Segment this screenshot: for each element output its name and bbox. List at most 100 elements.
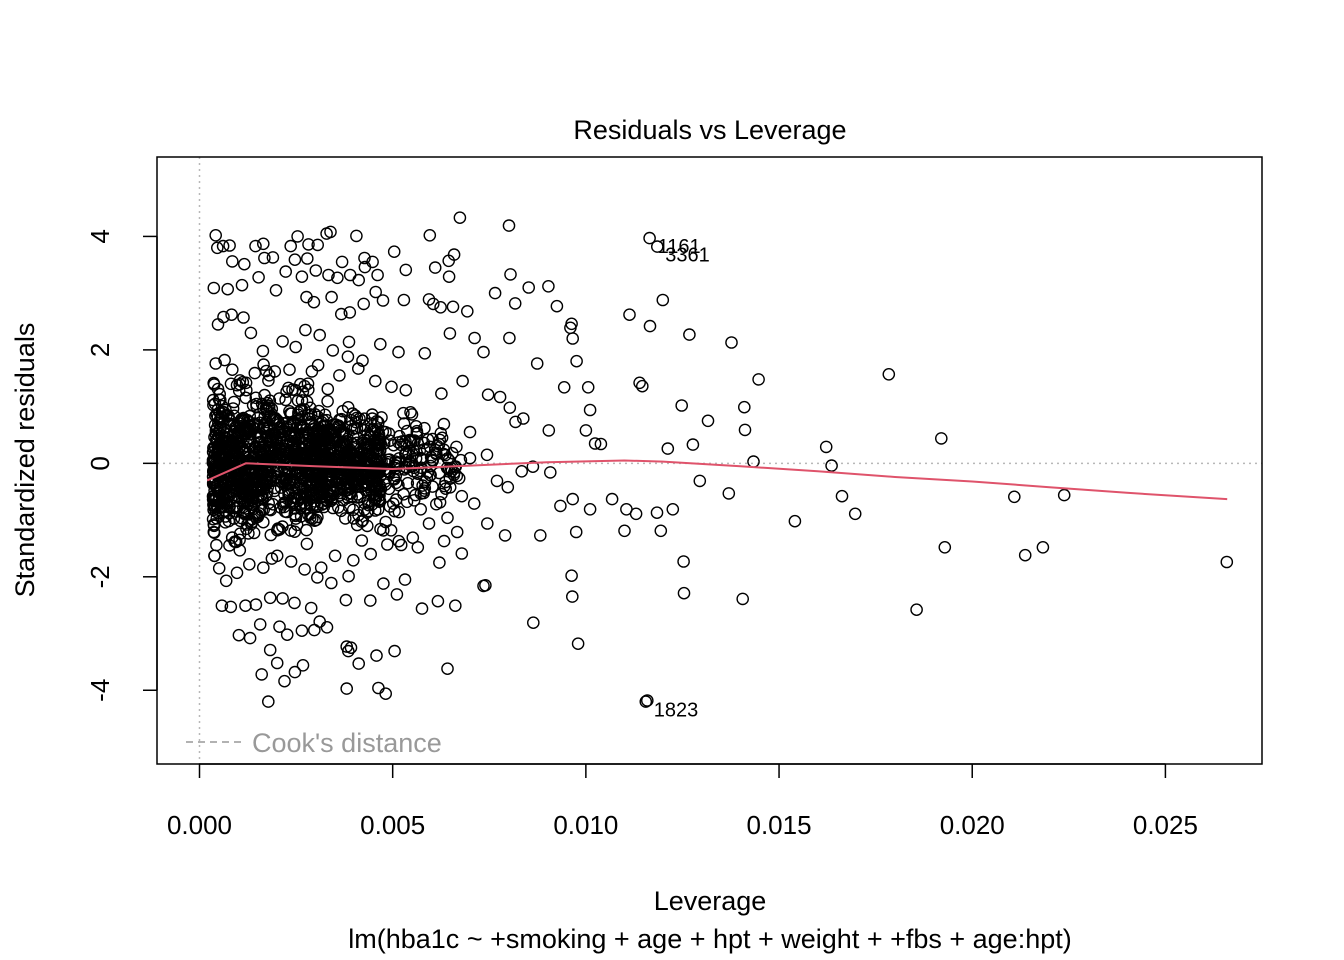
data-point (279, 393, 292, 407)
data-point (257, 358, 270, 371)
data-point (374, 437, 388, 451)
data-point (566, 492, 580, 506)
data-point (242, 423, 255, 436)
data-point (356, 354, 369, 368)
data-point (371, 268, 384, 282)
data-point (250, 480, 263, 494)
data-point (431, 594, 445, 608)
data-point (298, 563, 311, 576)
data-point (342, 569, 355, 583)
data-point (345, 490, 359, 504)
data-point (273, 620, 286, 634)
data-point (641, 694, 654, 707)
x-tick-label: 0.000 (167, 810, 232, 840)
data-point (374, 482, 388, 496)
data-point (262, 374, 275, 387)
y-tick-label: 0 (85, 456, 115, 470)
data-point (284, 555, 298, 568)
data-point (221, 282, 234, 296)
data-point (311, 436, 325, 449)
data-point (219, 574, 233, 588)
data-point (372, 460, 386, 474)
data-point (677, 586, 691, 600)
data-point (467, 497, 481, 510)
data-point (292, 431, 305, 445)
data-point (583, 403, 597, 417)
x-axis: 0.000 0.005 0.010 0.015 0.020 0.025 (167, 763, 1198, 840)
data-point (415, 602, 429, 615)
data-point (209, 409, 222, 423)
data-point (738, 400, 751, 414)
data-point (212, 562, 226, 575)
data-point (211, 318, 225, 331)
data-point (656, 293, 670, 307)
data-point (346, 554, 360, 567)
data-point (400, 495, 414, 509)
x-axis-title: Leverage (654, 886, 767, 916)
data-point (424, 459, 438, 473)
data-point (390, 588, 404, 601)
data-point (383, 453, 396, 466)
data-point (570, 354, 583, 368)
data-point (581, 380, 595, 394)
data-point (273, 523, 286, 536)
data-point (285, 418, 298, 432)
data-point (386, 497, 400, 510)
data-point (446, 300, 460, 314)
data-point (213, 387, 226, 401)
data-point (288, 665, 302, 679)
data-point (440, 461, 454, 475)
data-point (409, 419, 423, 433)
data-point (259, 478, 273, 491)
x-tick-label: 0.015 (747, 810, 812, 840)
data-point (221, 475, 235, 488)
data-point (253, 618, 267, 631)
data-point (335, 255, 349, 269)
data-point (311, 238, 325, 252)
data-point (300, 252, 314, 265)
data-point (343, 306, 357, 319)
data-point (350, 229, 363, 243)
data-point (305, 365, 319, 378)
data-point (401, 476, 415, 490)
data-point (239, 391, 252, 405)
data-point (420, 442, 434, 456)
data-point (579, 424, 593, 437)
data-point (848, 507, 862, 521)
data-point (299, 323, 312, 337)
data-point (211, 382, 225, 396)
data-point (399, 263, 413, 277)
data-point (392, 345, 405, 359)
data-point (346, 437, 360, 451)
data-point (503, 331, 516, 345)
data-point (661, 442, 675, 455)
data-point (311, 358, 325, 372)
data-point (243, 631, 257, 645)
data-point (404, 405, 417, 419)
data-point (352, 273, 366, 287)
data-point (405, 408, 419, 421)
data-point (375, 454, 388, 468)
data-point (372, 427, 386, 441)
data-point (385, 380, 398, 394)
data-point (675, 399, 689, 412)
data-point (259, 364, 273, 378)
data-point (636, 379, 649, 393)
data-point (212, 486, 226, 499)
data-point (209, 357, 222, 370)
data-point (261, 396, 274, 410)
data-point (210, 461, 224, 474)
data-point (373, 337, 387, 351)
data-point (304, 601, 318, 615)
data-point (650, 506, 664, 520)
data-point (334, 504, 348, 518)
data-point (276, 592, 289, 605)
data-point (372, 681, 385, 695)
data-point (1220, 555, 1234, 569)
data-point (343, 268, 357, 282)
data-point (380, 538, 394, 551)
data-point (207, 281, 221, 295)
data-point (280, 465, 293, 479)
data-point (274, 501, 288, 514)
